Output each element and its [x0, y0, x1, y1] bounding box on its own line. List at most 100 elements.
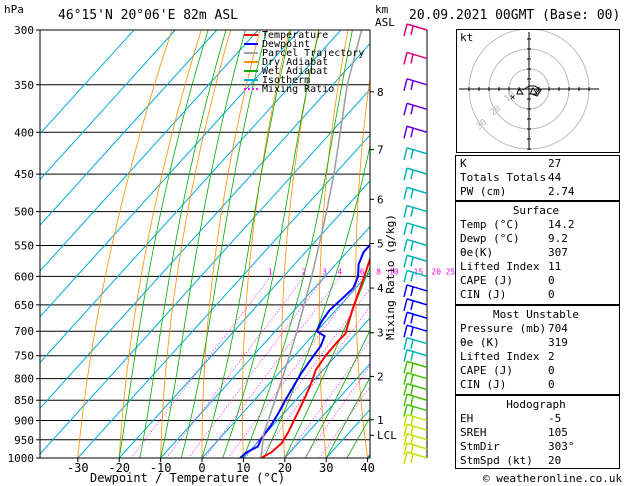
pressure-tick-label: 400: [14, 126, 34, 139]
isotherm-line: [284, 363, 370, 458]
wind-barb: [403, 371, 428, 385]
legend-label: Mixing Ratio: [262, 84, 335, 95]
mixing-ratio-line: [130, 276, 272, 458]
wind-barb: [403, 360, 428, 374]
parcel-trajectory-series: [260, 30, 363, 458]
wind-barb: [403, 393, 428, 407]
wind-barb: [403, 451, 428, 465]
pressure-tick-label: 1000: [8, 452, 35, 465]
surface-row-cape: CAPE (J) 0: [460, 274, 555, 287]
mixing-ratio-tick-label: 6: [360, 267, 365, 276]
hodo-row-eh: EH -5: [460, 412, 562, 425]
mixing-ratio-tick-label: 3: [322, 267, 327, 276]
legend-entry: Wet Adiabat: [244, 67, 374, 77]
pressure-tick-label: 350: [14, 79, 34, 92]
wind-barb: [403, 403, 428, 417]
legend-entry: Dewpoint: [244, 39, 374, 50]
mixing-ratio-axis-label: Mixing Ratio (g/kg): [384, 214, 397, 340]
km-tick-label: 1: [377, 414, 384, 427]
km-tick-label: 7: [377, 144, 384, 157]
temp-tick-label: 30: [319, 461, 333, 475]
wind-barb: [403, 222, 428, 236]
legend-label: Dewpoint: [262, 39, 311, 50]
wind-barb: [403, 204, 428, 218]
temp-tick-label: -30: [67, 461, 89, 475]
legend-swatch: [244, 88, 258, 90]
datetime-label: 20.09.2021 00GMT (Base: 00): [409, 8, 621, 23]
temp-tick-label: 0: [198, 461, 205, 475]
km-tick-label: LCL: [377, 429, 397, 442]
hodo-row-stmdir: StmDir 303°: [460, 440, 575, 453]
mixing-ratio-tick-label: 2: [301, 267, 306, 276]
mixing-ratio-tick-label: 8: [376, 267, 381, 276]
isotherm-line: [40, 88, 370, 455]
mixing-ratio-tick-label: 25: [446, 267, 456, 276]
wind-barb: [403, 442, 428, 456]
wind-barb: [403, 186, 428, 200]
isotherm-line: [40, 30, 176, 181]
legend-entry: Dry Adiabat: [244, 57, 374, 68]
km-tick-label: 3: [377, 327, 384, 340]
dry-adiabat-line: [160, 30, 231, 458]
wind-barb: [403, 78, 428, 91]
temp-tick-label: 10: [236, 461, 250, 475]
temp-tick-label: 40: [360, 461, 374, 475]
hodograph-trace: [522, 85, 542, 97]
pressure-tick-label: 700: [14, 325, 34, 338]
pressure-tick-label: 300: [14, 24, 34, 37]
isotherm-line: [77, 134, 370, 458]
legend-label: Dry Adiabat: [262, 57, 329, 68]
svg-text:×: ×: [535, 87, 540, 97]
copyright: © weatheronline.co.uk: [483, 472, 623, 485]
index-row-pw: PW (cm) 2.74: [460, 185, 575, 198]
wind-barb: [403, 167, 428, 181]
km-unit-label: km: [375, 3, 389, 16]
index-row-k: K 27: [460, 157, 562, 170]
wind-barb: [403, 254, 428, 268]
surface-row-dewp: Dewp (°C) 9.2: [460, 232, 568, 245]
pressure-tick-label: 800: [14, 373, 34, 386]
wind-barb: [403, 51, 428, 65]
wind-barb: [403, 269, 428, 283]
location-label: 46°15'N 20°06'E 82m ASL: [58, 8, 239, 23]
most-unstable-title: Most Unstable: [492, 308, 580, 321]
mixing-ratio-line: [227, 276, 364, 458]
legend: Temperature Dewpoint Parcel Trajectory Dry …: [244, 30, 374, 95]
legend-swatch: [244, 52, 258, 54]
pressure-tick-label: 750: [14, 350, 34, 363]
wind-barb: [403, 23, 428, 37]
km-tick-label: 8: [377, 86, 384, 99]
surface-row-li: Lifted Index 11: [460, 260, 562, 273]
legend-entry: Parcel Trajectory: [244, 49, 374, 59]
hodograph-title: Hodograph: [506, 398, 566, 411]
legend-swatch: [244, 61, 258, 63]
mixing-ratio-line: [303, 365, 370, 458]
mixing-ratio-line: [166, 276, 305, 458]
mu-row-thetae: θe (K) 319: [460, 336, 568, 349]
legend-swatch: [244, 70, 258, 72]
wind-barb: [403, 336, 428, 350]
mu-row-li: Lifted Index 2: [460, 350, 555, 363]
dry-adiabat-line: [118, 30, 202, 458]
dry-adiabat-line: [77, 30, 173, 458]
dry-adiabat-line: [242, 30, 290, 458]
mixing-ratio-tick-label: 4: [337, 267, 342, 276]
wet-adiabat-line: [305, 329, 370, 458]
legend-swatch: [244, 34, 258, 36]
wind-barb: [403, 349, 428, 362]
legend-entry: Isotherm: [244, 76, 374, 86]
wet-adiabat-line: [139, 30, 227, 458]
legend-label: Temperature: [262, 30, 329, 41]
wind-barb: [403, 147, 428, 161]
dry-adiabat-line: [425, 30, 450, 458]
pressure-tick-label: 450: [14, 168, 34, 181]
legend-swatch: [244, 79, 258, 81]
most-unstable-panel: Most Unstable Pressure (mb) 704 θe (K) 319…: [455, 305, 620, 395]
wind-barb: [403, 284, 428, 298]
mu-row-cin: CIN (J) 0: [460, 378, 555, 391]
mixing-ratio-line: [284, 339, 370, 458]
mixing-ratio-tick-label: 10: [389, 267, 399, 276]
km-tick-label: 6: [377, 193, 384, 206]
wind-barb: [403, 102, 428, 116]
